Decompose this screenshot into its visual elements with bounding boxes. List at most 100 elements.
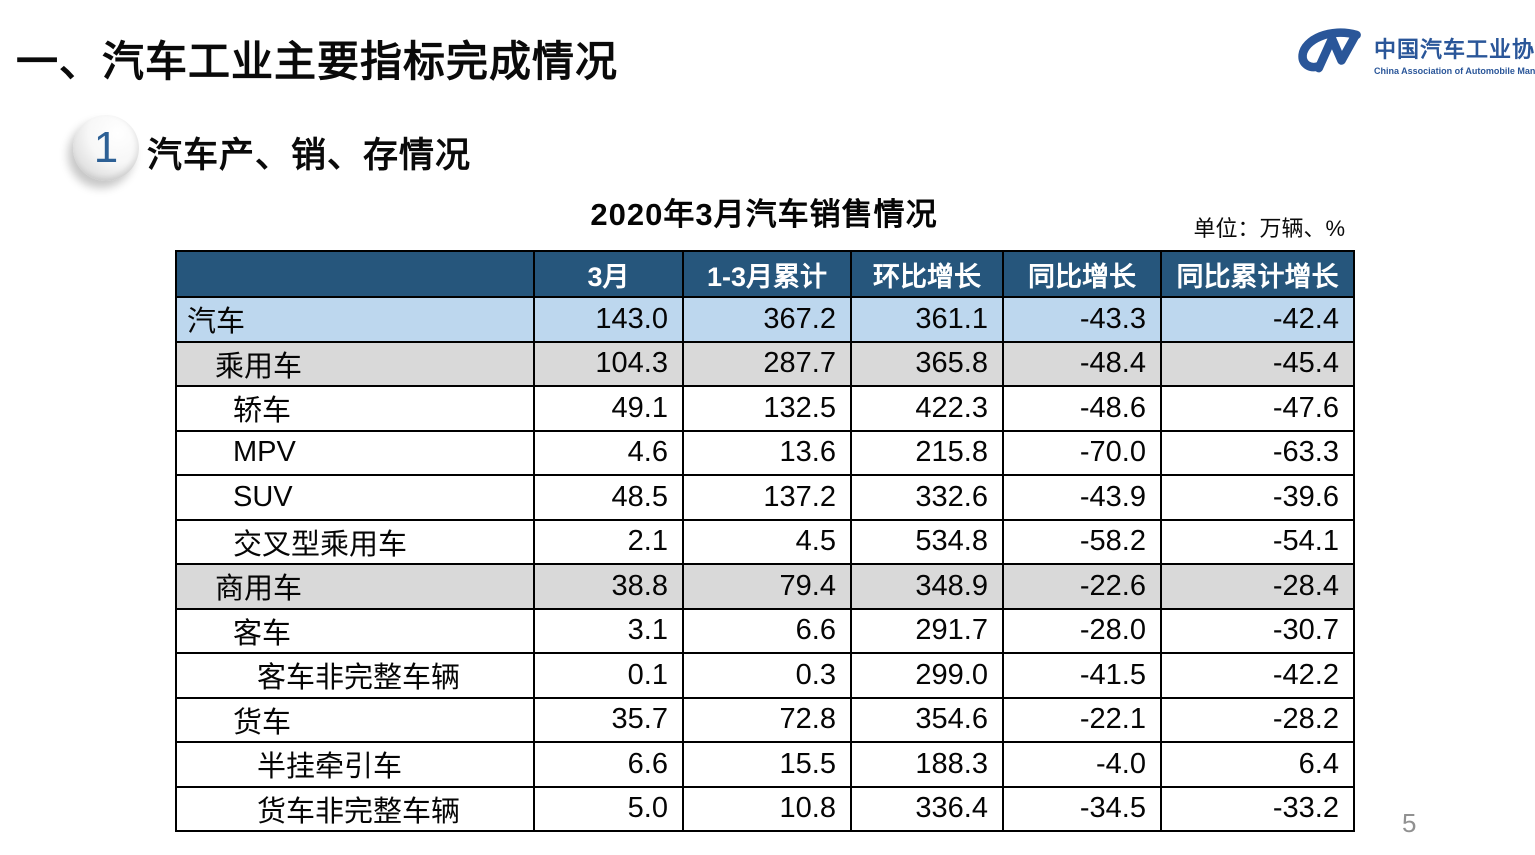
value-cell: -47.6 — [1160, 385, 1355, 432]
table-row: 汽车 143.0 367.2 361.1 -43.3 -42.4 — [175, 296, 1355, 343]
section-number: 1 — [93, 123, 119, 172]
value-cell: -45.4 — [1160, 340, 1355, 387]
value-cell: -4.0 — [1002, 741, 1162, 788]
row-label: 轿车 — [175, 385, 535, 432]
value-cell: -22.1 — [1002, 696, 1162, 743]
value-cell: 361.1 — [850, 296, 1004, 343]
organization-logo: 中国汽车工业协会 China Association of Automobile… — [1296, 26, 1535, 78]
value-cell: -28.4 — [1160, 563, 1355, 610]
value-cell: 6.6 — [682, 607, 852, 654]
value-cell: 2.1 — [533, 518, 684, 565]
value-cell: -22.6 — [1002, 563, 1162, 610]
table-row: SUV 48.5 137.2 332.6 -43.9 -39.6 — [175, 474, 1355, 521]
row-label: 货车 — [175, 696, 535, 743]
sales-table-body: 汽车 143.0 367.2 361.1 -43.3 -42.4 乘用车 104.3 287.7… — [175, 296, 1355, 832]
value-cell: -43.3 — [1002, 296, 1162, 343]
value-cell: 48.5 — [533, 474, 684, 521]
value-cell: -28.0 — [1002, 607, 1162, 654]
row-label: 汽车 — [175, 296, 535, 343]
column-header-cumulative: 1-3月累计 — [682, 250, 852, 298]
table-row: 商用车 38.8 79.4 348.9 -22.6 -28.4 — [175, 563, 1355, 610]
value-cell: 49.1 — [533, 385, 684, 432]
table-row: 轿车 49.1 132.5 422.3 -48.6 -47.6 — [175, 385, 1355, 432]
value-cell: -54.1 — [1160, 518, 1355, 565]
table-row: 客车非完整车辆 0.1 0.3 299.0 -41.5 -42.2 — [175, 652, 1355, 699]
value-cell: 13.6 — [682, 429, 852, 476]
column-header-yoy-cum-growth: 同比累计增长 — [1160, 250, 1355, 298]
value-cell: -41.5 — [1002, 652, 1162, 699]
value-cell: 10.8 — [682, 785, 852, 832]
value-cell: 6.4 — [1160, 741, 1355, 788]
table-row: 货车 35.7 72.8 354.6 -22.1 -28.2 — [175, 696, 1355, 743]
value-cell: -43.9 — [1002, 474, 1162, 521]
value-cell: 3.1 — [533, 607, 684, 654]
value-cell: 348.9 — [850, 563, 1004, 610]
table-row: 半挂牵引车 6.6 15.5 188.3 -4.0 6.4 — [175, 741, 1355, 788]
value-cell: 188.3 — [850, 741, 1004, 788]
section-number-badge: 1 — [73, 115, 139, 181]
table-header: 3月 1-3月累计 环比增长 同比增长 同比累计增长 — [175, 250, 1355, 298]
value-cell: 132.5 — [682, 385, 852, 432]
cam-swoosh-icon — [1298, 28, 1361, 73]
value-cell: 6.6 — [533, 741, 684, 788]
page-title: 一、汽车工业主要指标完成情况 — [16, 38, 619, 85]
page-number: 5 — [1402, 808, 1417, 838]
value-cell: 422.3 — [850, 385, 1004, 432]
logo-name-cn: 中国汽车工业协会 — [1374, 37, 1535, 62]
value-cell: 0.3 — [682, 652, 852, 699]
value-cell: 38.8 — [533, 563, 684, 610]
value-cell: 365.8 — [850, 340, 1004, 387]
value-cell: 299.0 — [850, 652, 1004, 699]
value-cell: 215.8 — [850, 429, 1004, 476]
value-cell: -42.4 — [1160, 296, 1355, 343]
logo-name-en: China Association of Automobile Manufact… — [1374, 66, 1535, 76]
value-cell: -63.3 — [1160, 429, 1355, 476]
unit-note: 单位：万辆、% — [1193, 216, 1345, 241]
table-title: 2020年3月汽车销售情况 — [590, 197, 938, 232]
value-cell: 79.4 — [682, 563, 852, 610]
row-label: 乘用车 — [175, 340, 535, 387]
value-cell: -30.7 — [1160, 607, 1355, 654]
value-cell: -39.6 — [1160, 474, 1355, 521]
value-cell: 143.0 — [533, 296, 684, 343]
row-label: 商用车 — [175, 563, 535, 610]
logo-text: 中国汽车工业协会 China Association of Automobile… — [1374, 26, 1535, 76]
row-label: 客车 — [175, 607, 535, 654]
value-cell: -48.4 — [1002, 340, 1162, 387]
row-label: 半挂牵引车 — [175, 741, 535, 788]
column-header-blank — [175, 250, 535, 298]
value-cell: 367.2 — [682, 296, 852, 343]
row-label: SUV — [175, 474, 535, 521]
sales-table: 3月 1-3月累计 环比增长 同比增长 同比累计增长 汽车 143.0 367.2 3… — [175, 250, 1355, 832]
table-row: 客车 3.1 6.6 291.7 -28.0 -30.7 — [175, 607, 1355, 654]
row-label: 交叉型乘用车 — [175, 518, 535, 565]
value-cell: -28.2 — [1160, 696, 1355, 743]
value-cell: 4.5 — [682, 518, 852, 565]
value-cell: -70.0 — [1002, 429, 1162, 476]
value-cell: 534.8 — [850, 518, 1004, 565]
value-cell: 5.0 — [533, 785, 684, 832]
value-cell: 104.3 — [533, 340, 684, 387]
value-cell: 336.4 — [850, 785, 1004, 832]
row-label: 客车非完整车辆 — [175, 652, 535, 699]
value-cell: 35.7 — [533, 696, 684, 743]
column-header-mom-growth: 环比增长 — [850, 250, 1004, 298]
row-label: 货车非完整车辆 — [175, 785, 535, 832]
value-cell: 137.2 — [682, 474, 852, 521]
row-label: MPV — [175, 429, 535, 476]
value-cell: 291.7 — [850, 607, 1004, 654]
table-row: MPV 4.6 13.6 215.8 -70.0 -63.3 — [175, 429, 1355, 476]
value-cell: 72.8 — [682, 696, 852, 743]
value-cell: 354.6 — [850, 696, 1004, 743]
value-cell: -42.2 — [1160, 652, 1355, 699]
value-cell: 287.7 — [682, 340, 852, 387]
value-cell: -34.5 — [1002, 785, 1162, 832]
table-row: 乘用车 104.3 287.7 365.8 -48.4 -45.4 — [175, 340, 1355, 387]
value-cell: 4.6 — [533, 429, 684, 476]
value-cell: 0.1 — [533, 652, 684, 699]
column-header-month: 3月 — [533, 250, 684, 298]
value-cell: -58.2 — [1002, 518, 1162, 565]
section-heading: 汽车产、销、存情况 — [147, 136, 472, 175]
value-cell: 332.6 — [850, 474, 1004, 521]
